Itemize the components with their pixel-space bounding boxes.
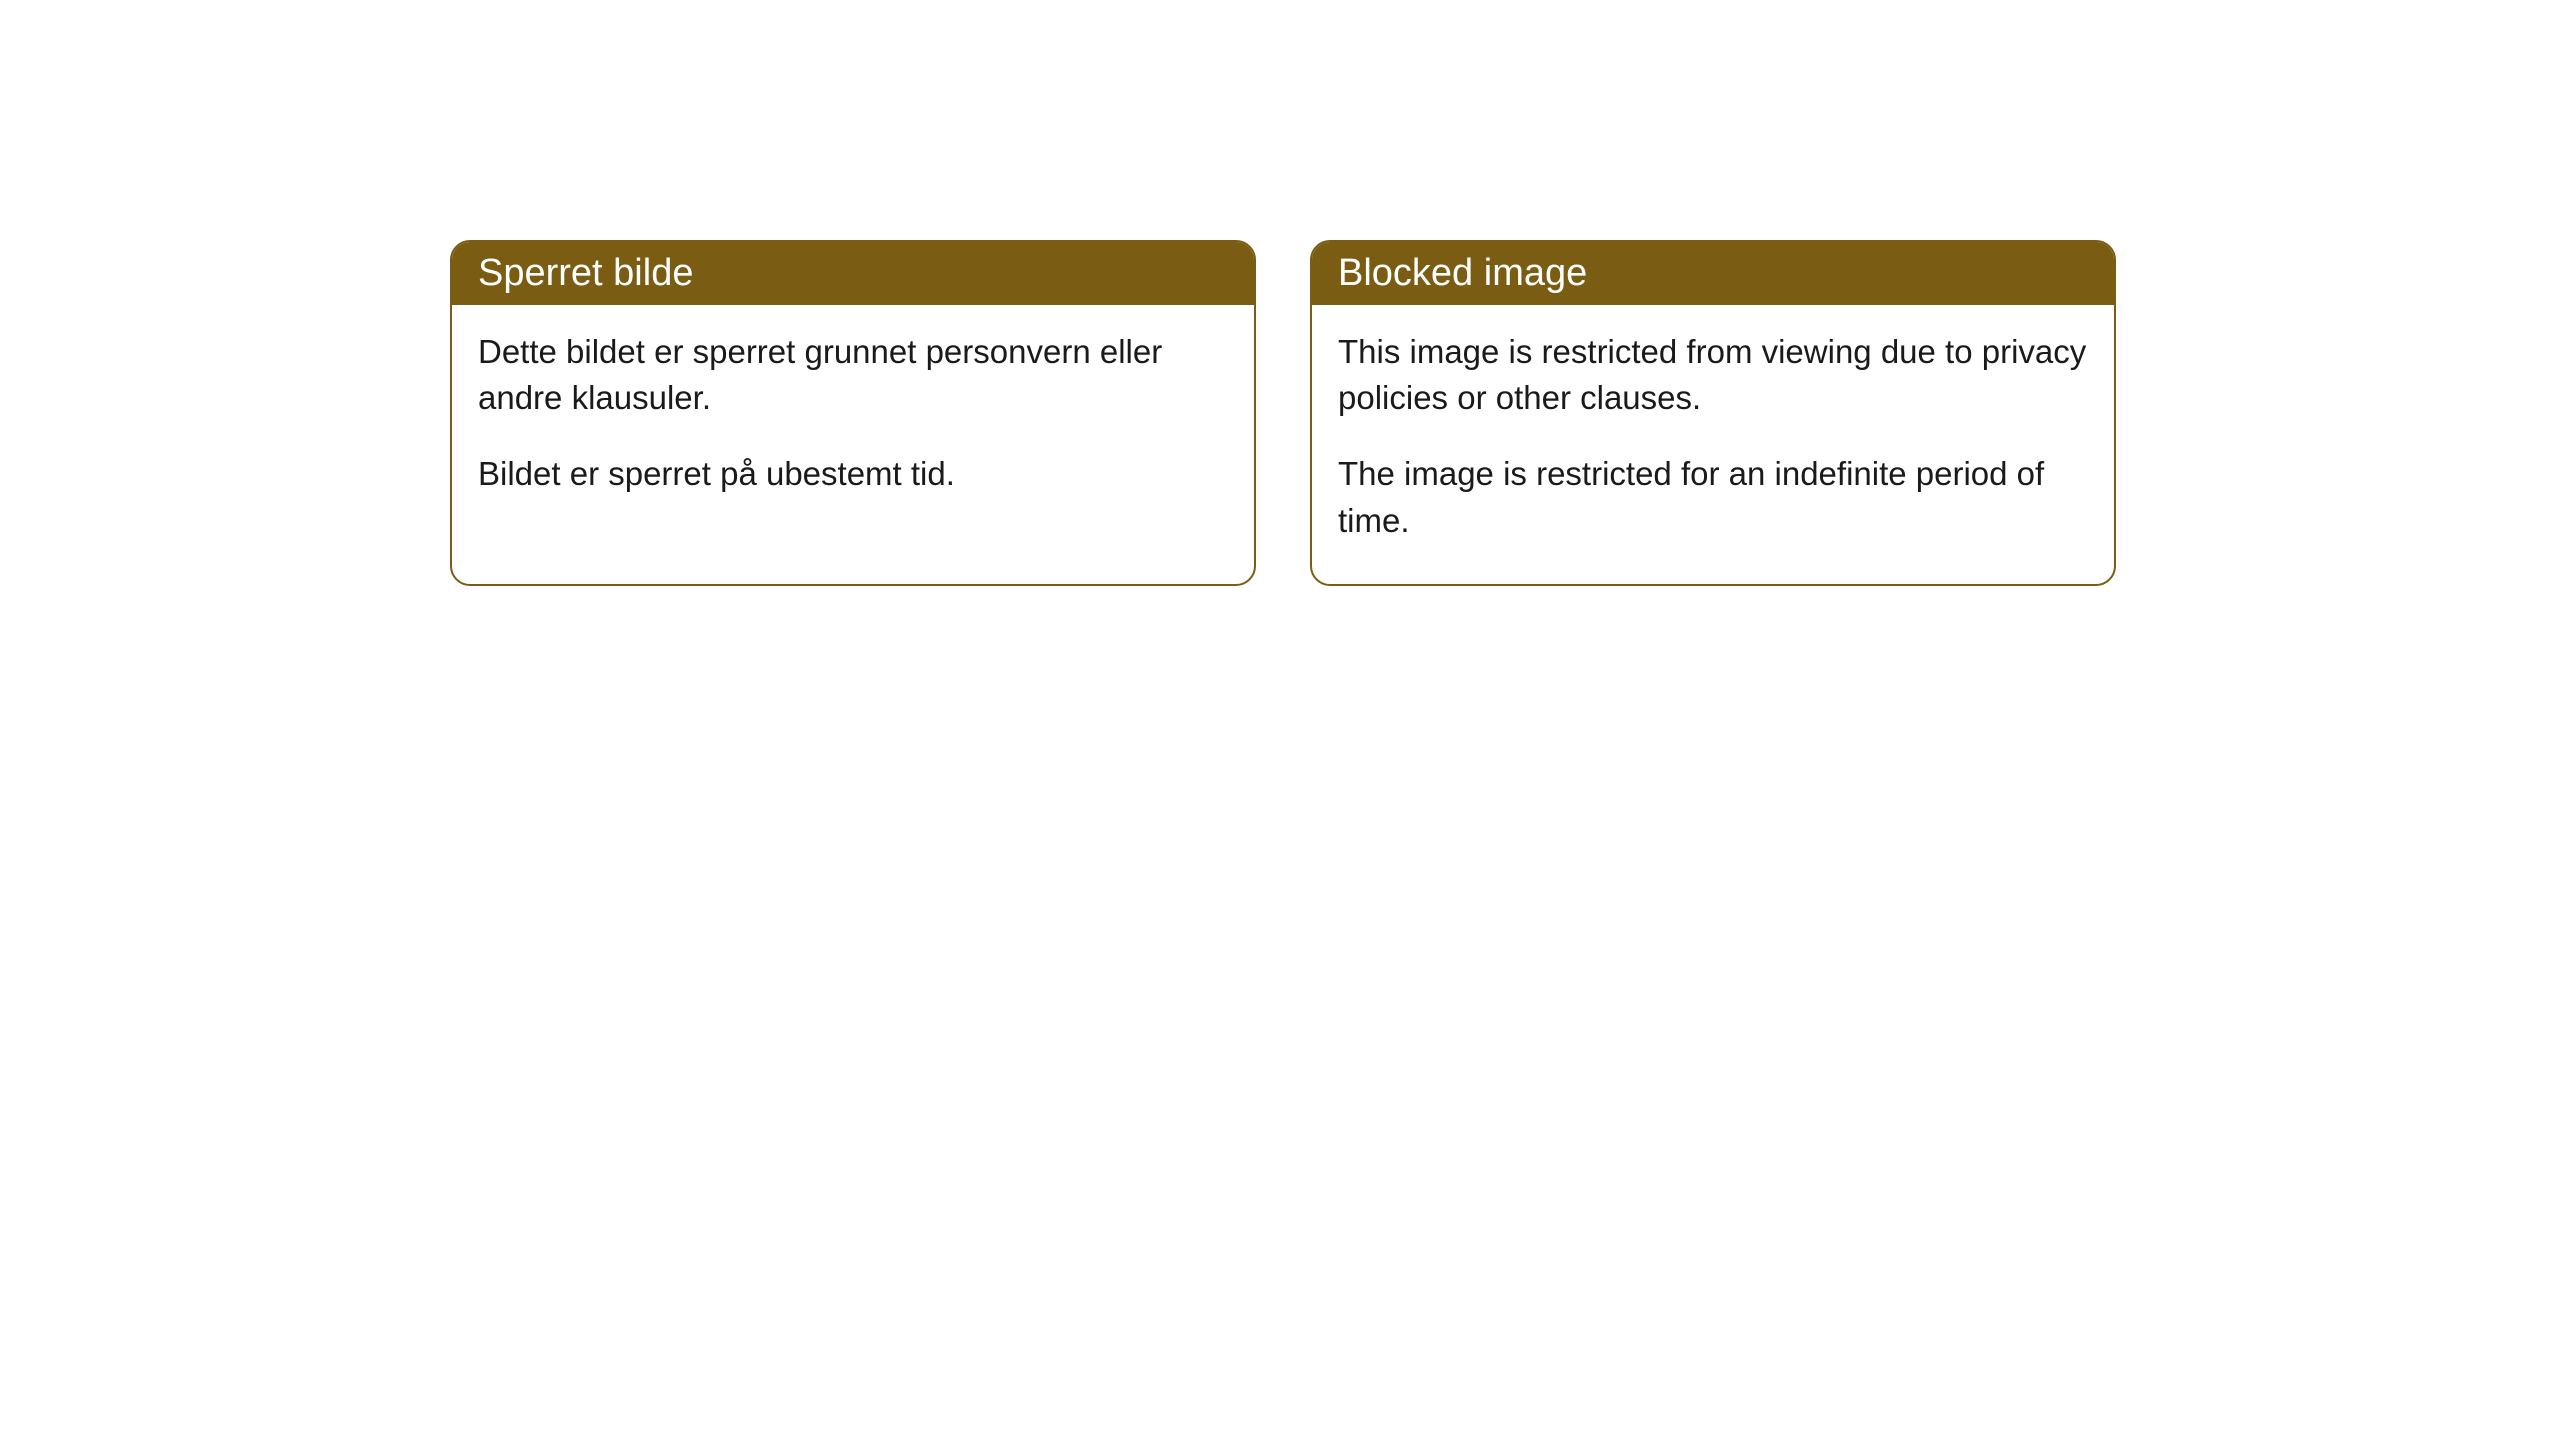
card-header: Blocked image [1312,242,2114,305]
card-paragraph: Bildet er sperret på ubestemt tid. [478,451,1228,497]
blocked-image-card-norwegian: Sperret bilde Dette bildet er sperret gr… [450,240,1256,586]
card-header: Sperret bilde [452,242,1254,305]
card-body: Dette bildet er sperret grunnet personve… [452,305,1254,538]
card-title: Sperret bilde [478,252,693,294]
card-body: This image is restricted from viewing du… [1312,305,2114,584]
card-paragraph: The image is restricted for an indefinit… [1338,451,2088,543]
blocked-image-card-english: Blocked image This image is restricted f… [1310,240,2116,586]
card-paragraph: Dette bildet er sperret grunnet personve… [478,329,1228,421]
card-title: Blocked image [1338,252,1587,294]
card-paragraph: This image is restricted from viewing du… [1338,329,2088,421]
notice-cards-container: Sperret bilde Dette bildet er sperret gr… [450,240,2116,586]
